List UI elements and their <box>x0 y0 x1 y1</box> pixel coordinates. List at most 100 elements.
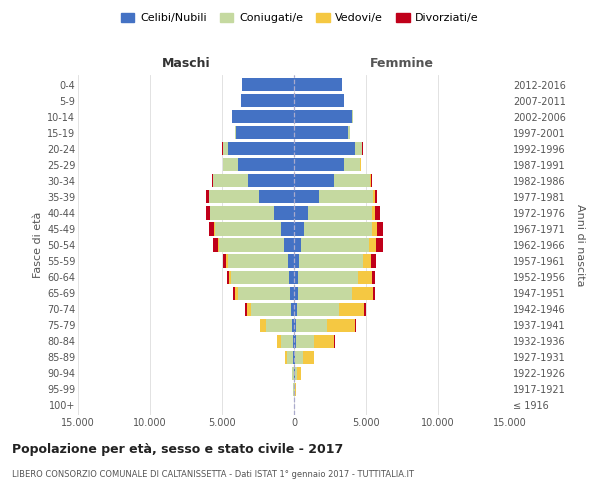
Bar <box>212 174 213 188</box>
Bar <box>238 158 294 172</box>
Bar <box>294 222 304 235</box>
Bar <box>228 254 288 268</box>
Bar <box>223 254 226 268</box>
Bar <box>303 350 314 364</box>
Bar <box>334 174 370 188</box>
Bar <box>372 222 377 235</box>
Bar <box>294 110 352 124</box>
Bar <box>238 286 290 300</box>
Bar <box>294 142 355 156</box>
Bar <box>299 254 363 268</box>
Bar <box>294 350 295 364</box>
Bar <box>293 334 294 348</box>
Bar <box>295 350 303 364</box>
Bar <box>294 270 298 283</box>
Bar <box>298 270 358 283</box>
Bar <box>363 254 371 268</box>
Bar <box>266 318 292 332</box>
Bar <box>218 238 219 252</box>
Bar <box>294 190 319 203</box>
Bar <box>235 126 236 140</box>
Bar <box>206 206 210 220</box>
Bar <box>235 286 238 300</box>
Bar <box>294 254 299 268</box>
Bar <box>374 190 377 203</box>
Bar <box>296 318 327 332</box>
Bar <box>295 366 296 380</box>
Bar <box>209 190 259 203</box>
Bar <box>294 126 348 140</box>
Bar <box>233 286 235 300</box>
Bar <box>281 334 293 348</box>
Bar <box>294 206 308 220</box>
Bar <box>358 270 371 283</box>
Bar <box>211 206 274 220</box>
Bar <box>339 302 364 316</box>
Bar <box>288 254 294 268</box>
Bar <box>223 158 238 172</box>
Bar <box>372 206 375 220</box>
Bar <box>308 206 372 220</box>
Bar <box>228 142 294 156</box>
Bar <box>304 222 372 235</box>
Bar <box>290 286 294 300</box>
Bar <box>301 238 370 252</box>
Text: Maschi: Maschi <box>161 57 211 70</box>
Bar <box>373 286 375 300</box>
Bar <box>296 334 314 348</box>
Bar <box>294 286 298 300</box>
Bar <box>223 142 228 156</box>
Legend: Celibi/Nubili, Coniugati/e, Vedovi/e, Divorziati/e: Celibi/Nubili, Coniugati/e, Vedovi/e, Di… <box>117 8 483 28</box>
Bar <box>260 318 266 332</box>
Bar <box>209 222 214 235</box>
Bar <box>214 174 248 188</box>
Bar <box>229 270 232 283</box>
Bar <box>314 334 334 348</box>
Bar <box>289 270 294 283</box>
Bar <box>291 302 294 316</box>
Y-axis label: Anni di nascita: Anni di nascita <box>575 204 585 286</box>
Bar <box>375 206 380 220</box>
Bar <box>294 94 344 107</box>
Bar <box>355 142 362 156</box>
Bar <box>371 270 375 283</box>
Bar <box>296 366 301 380</box>
Bar <box>352 286 373 300</box>
Bar <box>294 238 301 252</box>
Bar <box>232 270 289 283</box>
Bar <box>214 222 215 235</box>
Bar <box>281 222 294 235</box>
Bar <box>319 190 373 203</box>
Bar <box>285 350 287 364</box>
Bar <box>371 254 376 268</box>
Bar <box>376 238 383 252</box>
Bar <box>247 302 251 316</box>
Bar <box>219 238 284 252</box>
Bar <box>277 334 281 348</box>
Bar <box>292 318 294 332</box>
Bar <box>370 238 376 252</box>
Bar <box>212 238 218 252</box>
Bar <box>297 302 339 316</box>
Bar <box>226 254 228 268</box>
Bar <box>377 222 383 235</box>
Bar <box>232 110 294 124</box>
Bar <box>327 318 355 332</box>
Bar <box>236 126 294 140</box>
Bar <box>294 174 334 188</box>
Bar <box>371 174 373 188</box>
Bar <box>242 78 294 91</box>
Bar <box>206 190 209 203</box>
Bar <box>364 302 366 316</box>
Bar <box>287 350 293 364</box>
Text: Femmine: Femmine <box>370 57 434 70</box>
Bar <box>294 334 296 348</box>
Bar <box>293 350 294 364</box>
Bar <box>298 286 352 300</box>
Bar <box>259 190 294 203</box>
Text: LIBERO CONSORZIO COMUNALE DI CALTANISSETTA - Dati ISTAT 1° gennaio 2017 - TUTTIT: LIBERO CONSORZIO COMUNALE DI CALTANISSET… <box>12 470 414 479</box>
Bar <box>294 158 344 172</box>
Text: Popolazione per età, sesso e stato civile - 2017: Popolazione per età, sesso e stato civil… <box>12 442 343 456</box>
Bar <box>248 174 294 188</box>
Bar <box>348 126 350 140</box>
